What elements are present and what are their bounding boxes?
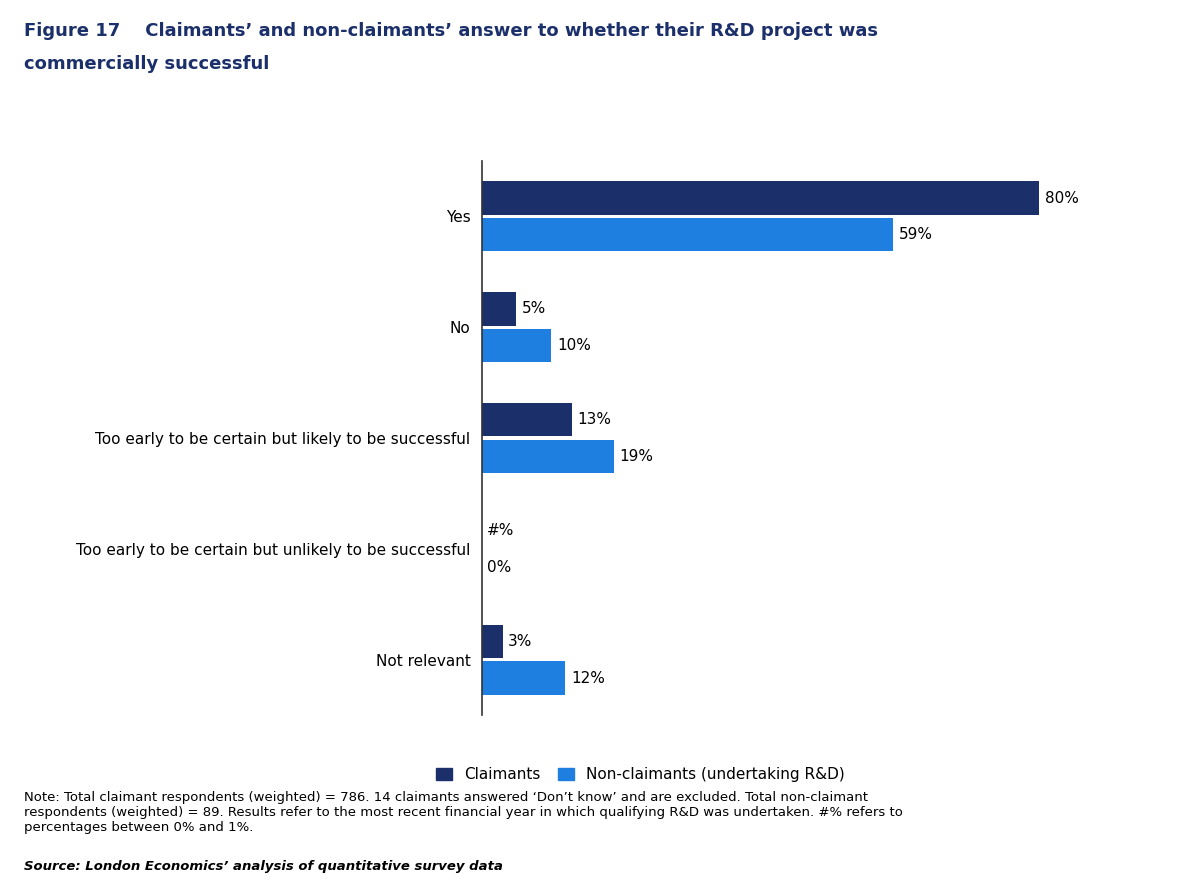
Text: 59%: 59% (898, 227, 932, 242)
Text: 12%: 12% (571, 670, 604, 686)
Text: Source: London Economics’ analysis of quantitative survey data: Source: London Economics’ analysis of qu… (24, 860, 503, 873)
Text: 13%: 13% (578, 412, 612, 427)
Bar (482, 403, 572, 436)
Text: 3%: 3% (508, 634, 532, 649)
Legend: Claimants, Non-claimants (undertaking R&D): Claimants, Non-claimants (undertaking R&… (436, 767, 845, 782)
Bar (482, 218, 893, 251)
Text: #%: #% (488, 523, 514, 538)
Bar (482, 440, 614, 473)
Text: 5%: 5% (523, 301, 547, 316)
Text: Figure 17    Claimants’ and non-claimants’ answer to whether their R&D project w: Figure 17 Claimants’ and non-claimants’ … (24, 22, 878, 40)
Text: 19%: 19% (620, 449, 654, 464)
Text: commercially successful: commercially successful (24, 55, 270, 73)
Text: Note: Total claimant respondents (weighted) = 786. 14 claimants answered ‘Don’t : Note: Total claimant respondents (weight… (24, 791, 903, 834)
Bar (482, 662, 565, 695)
Text: 10%: 10% (557, 338, 591, 353)
Bar (482, 181, 1039, 215)
Text: 0%: 0% (488, 560, 512, 575)
Bar (482, 625, 502, 658)
Text: 80%: 80% (1045, 190, 1079, 206)
Bar (482, 292, 517, 325)
Bar (482, 329, 551, 362)
